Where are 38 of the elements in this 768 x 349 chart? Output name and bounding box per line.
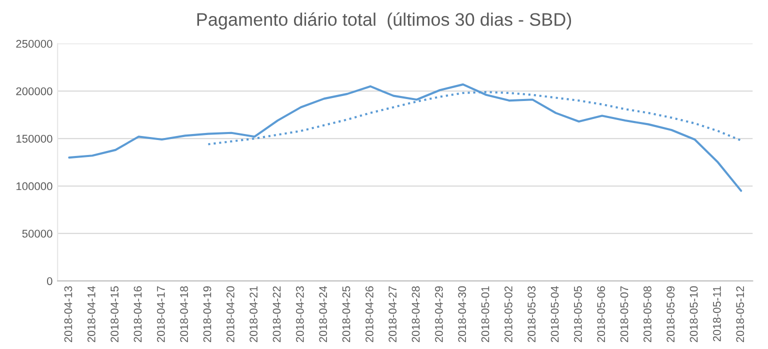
x-tick-label: 2018-05-12	[736, 286, 744, 342]
y-tick-label: 150000	[16, 134, 52, 143]
y-tick-label: 0	[46, 277, 52, 286]
x-tick-label: 2018-05-09	[666, 286, 675, 342]
y-tick-label: 250000	[16, 40, 52, 48]
x-tick-label: 2018-04-26	[365, 286, 374, 342]
x-tick-label: 2018-04-20	[226, 286, 234, 342]
y-tick-label: 200000	[16, 87, 52, 96]
x-tick-label: 2018-05-02	[504, 286, 512, 342]
x-tick-label: 2018-04-25	[342, 286, 350, 342]
x-tick-label: 2018-05-07	[620, 286, 628, 342]
chart-title: Pagamento diário total (últimos 30 dias - SBD)	[197, 12, 572, 30]
x-tick-label: 2018-04-30	[458, 286, 466, 342]
y-tick-label: 50000	[22, 230, 52, 238]
x-tick-label: 2018-04-14	[87, 286, 96, 342]
x-tick-label: 2018-05-08	[644, 286, 652, 342]
x-tick-label: 2018-05-06	[597, 286, 606, 342]
x-tick-label: 2018-04-15	[110, 286, 119, 342]
y-tick-label: 100000	[16, 182, 52, 190]
x-tick-label: 2018-04-28	[412, 286, 420, 342]
x-tick-label: 2018-04-27	[388, 286, 397, 342]
x-tick-label: 2018-05-01	[481, 286, 490, 342]
x-tick-label: 2018-05-11	[713, 286, 721, 342]
x-tick-label: 2018-04-29	[434, 286, 443, 342]
x-tick-label: 2018-04-19	[203, 286, 212, 342]
x-tick-label: 2018-05-05	[574, 286, 582, 342]
x-tick-label: 2018-04-13	[64, 286, 72, 342]
x-tick-label: 2018-04-22	[272, 286, 281, 342]
x-tick-label: 2018-04-16	[134, 286, 142, 342]
x-tick-label: 2018-04-24	[319, 286, 328, 342]
x-tick-label: 2018-04-21	[250, 286, 258, 342]
x-tick-label: 2018-04-18	[180, 286, 188, 342]
line-series	[68, 83, 742, 192]
x-tick-label: 2018-05-04	[550, 286, 559, 342]
x-tick-label: 2018-04-23	[296, 286, 304, 342]
x-tick-label: 2018-05-10	[690, 286, 698, 342]
x-tick-label: 2018-04-17	[156, 286, 165, 342]
x-tick-label: 2018-05-03	[528, 286, 536, 342]
